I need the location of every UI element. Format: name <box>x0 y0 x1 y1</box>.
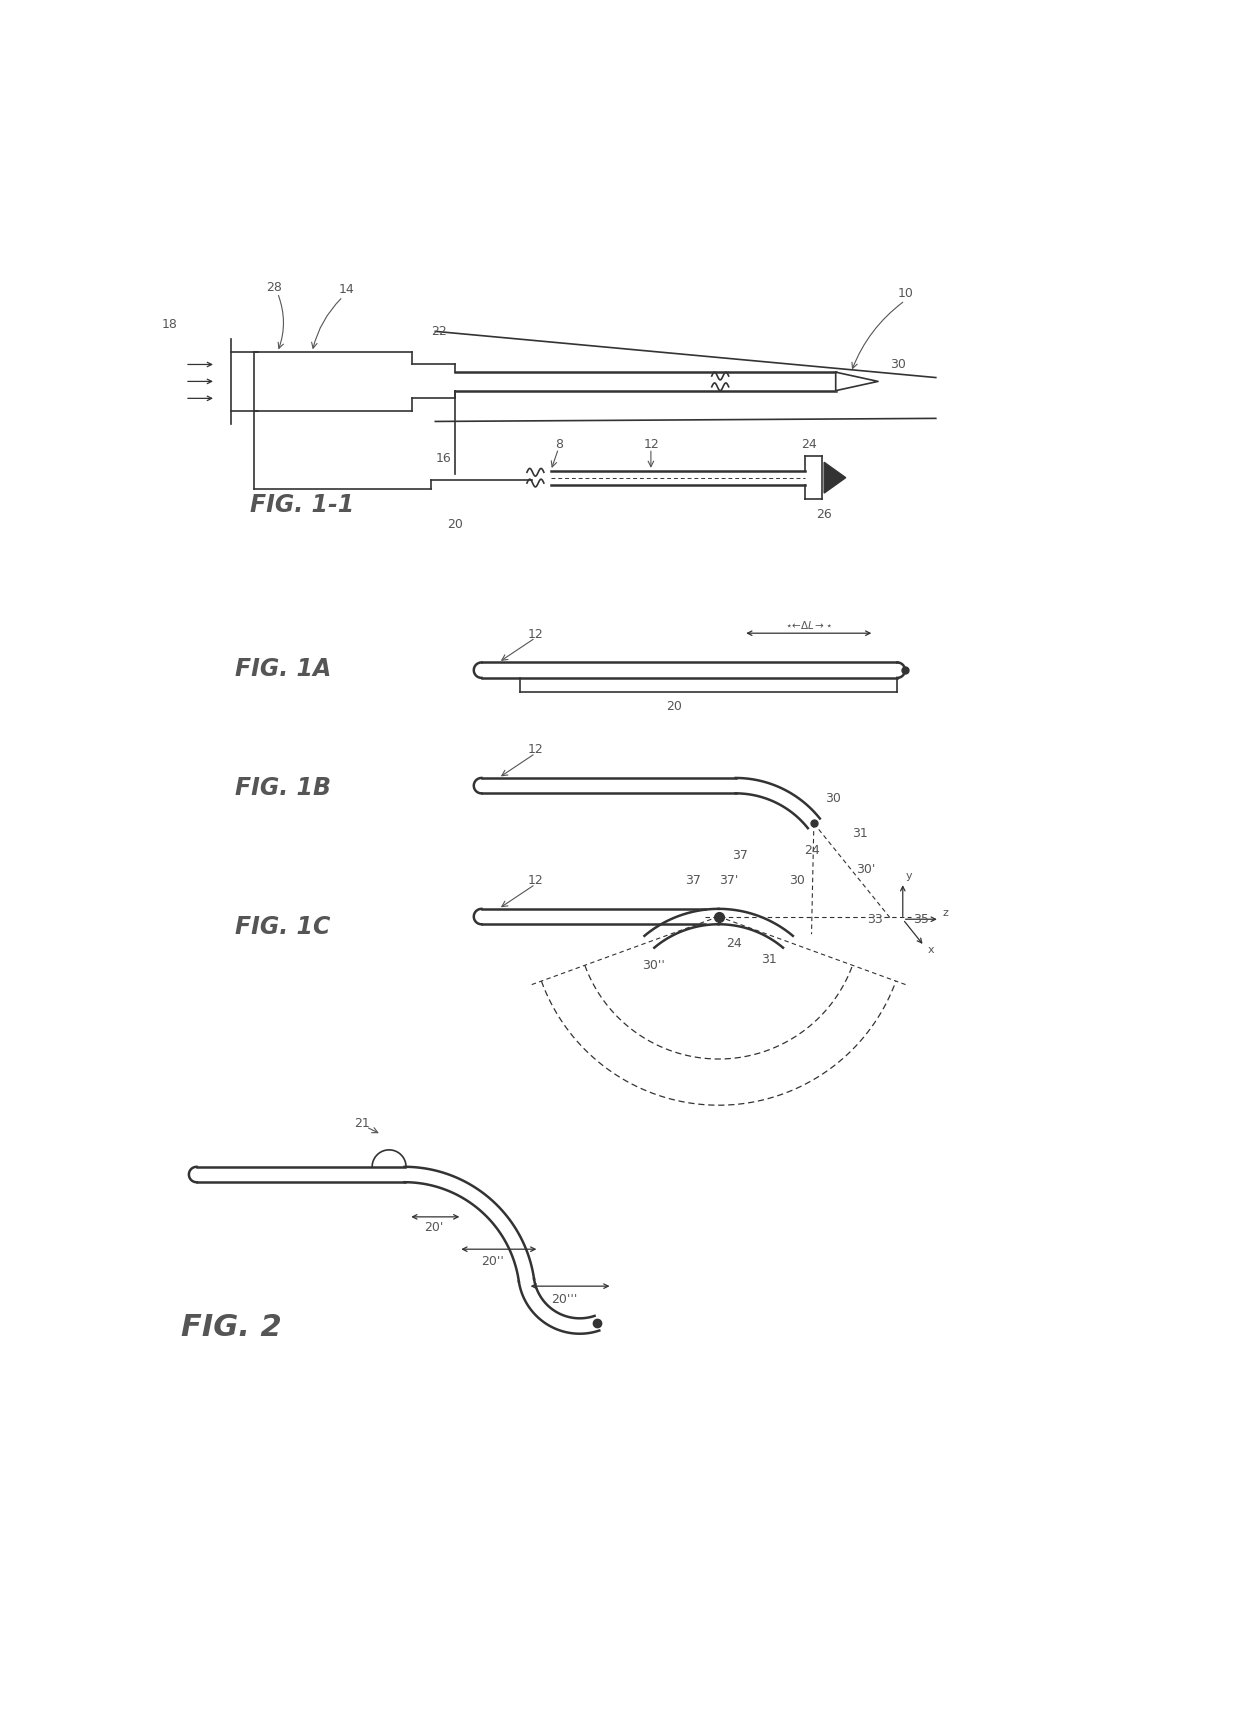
Polygon shape <box>836 373 878 391</box>
Text: 20'': 20'' <box>481 1254 505 1268</box>
Text: 22: 22 <box>432 325 448 338</box>
Text: 20': 20' <box>424 1220 443 1234</box>
Text: 31: 31 <box>761 952 776 966</box>
Text: 8: 8 <box>554 439 563 451</box>
Text: 20''': 20''' <box>551 1294 577 1306</box>
Text: FIG. 1C: FIG. 1C <box>236 914 331 938</box>
Text: FIG. 1A: FIG. 1A <box>236 658 331 682</box>
Text: 20: 20 <box>666 701 682 713</box>
Text: 12: 12 <box>528 875 543 887</box>
Text: 10: 10 <box>898 287 913 299</box>
Text: 30'': 30'' <box>641 959 665 972</box>
Text: 30: 30 <box>889 357 905 371</box>
Text: 14: 14 <box>339 284 355 296</box>
Text: 28: 28 <box>265 280 281 294</box>
Text: 35: 35 <box>914 913 929 926</box>
Text: 37: 37 <box>732 849 748 861</box>
Text: 24: 24 <box>727 937 742 950</box>
Text: 16: 16 <box>435 453 451 465</box>
Text: 24: 24 <box>805 844 821 858</box>
Text: FIG. 1B: FIG. 1B <box>236 776 331 800</box>
Text: 30: 30 <box>790 875 805 887</box>
Text: x: x <box>928 945 934 955</box>
Text: 12: 12 <box>528 743 543 757</box>
Text: 21: 21 <box>355 1116 371 1130</box>
Text: y: y <box>906 872 913 882</box>
Text: 18: 18 <box>162 318 177 330</box>
Text: FIG. 2: FIG. 2 <box>181 1313 281 1342</box>
Text: 12: 12 <box>644 439 658 451</box>
Text: $\star\!\leftarrow\!\Delta L\!\rightarrow\!\star$: $\star\!\leftarrow\!\Delta L\!\rightarro… <box>785 619 832 631</box>
Text: FIG. 1-1: FIG. 1-1 <box>250 494 355 518</box>
Text: 20: 20 <box>446 518 463 531</box>
Text: 37': 37' <box>719 875 738 887</box>
Text: 33: 33 <box>867 913 883 926</box>
Text: 12: 12 <box>528 627 543 641</box>
Text: 30': 30' <box>856 863 875 877</box>
Text: 26: 26 <box>816 508 832 521</box>
Text: 31: 31 <box>852 827 868 841</box>
Text: z: z <box>942 907 949 918</box>
Text: 30: 30 <box>826 791 841 805</box>
Polygon shape <box>825 461 846 494</box>
Text: 24: 24 <box>801 439 817 451</box>
Text: 37: 37 <box>686 875 702 887</box>
